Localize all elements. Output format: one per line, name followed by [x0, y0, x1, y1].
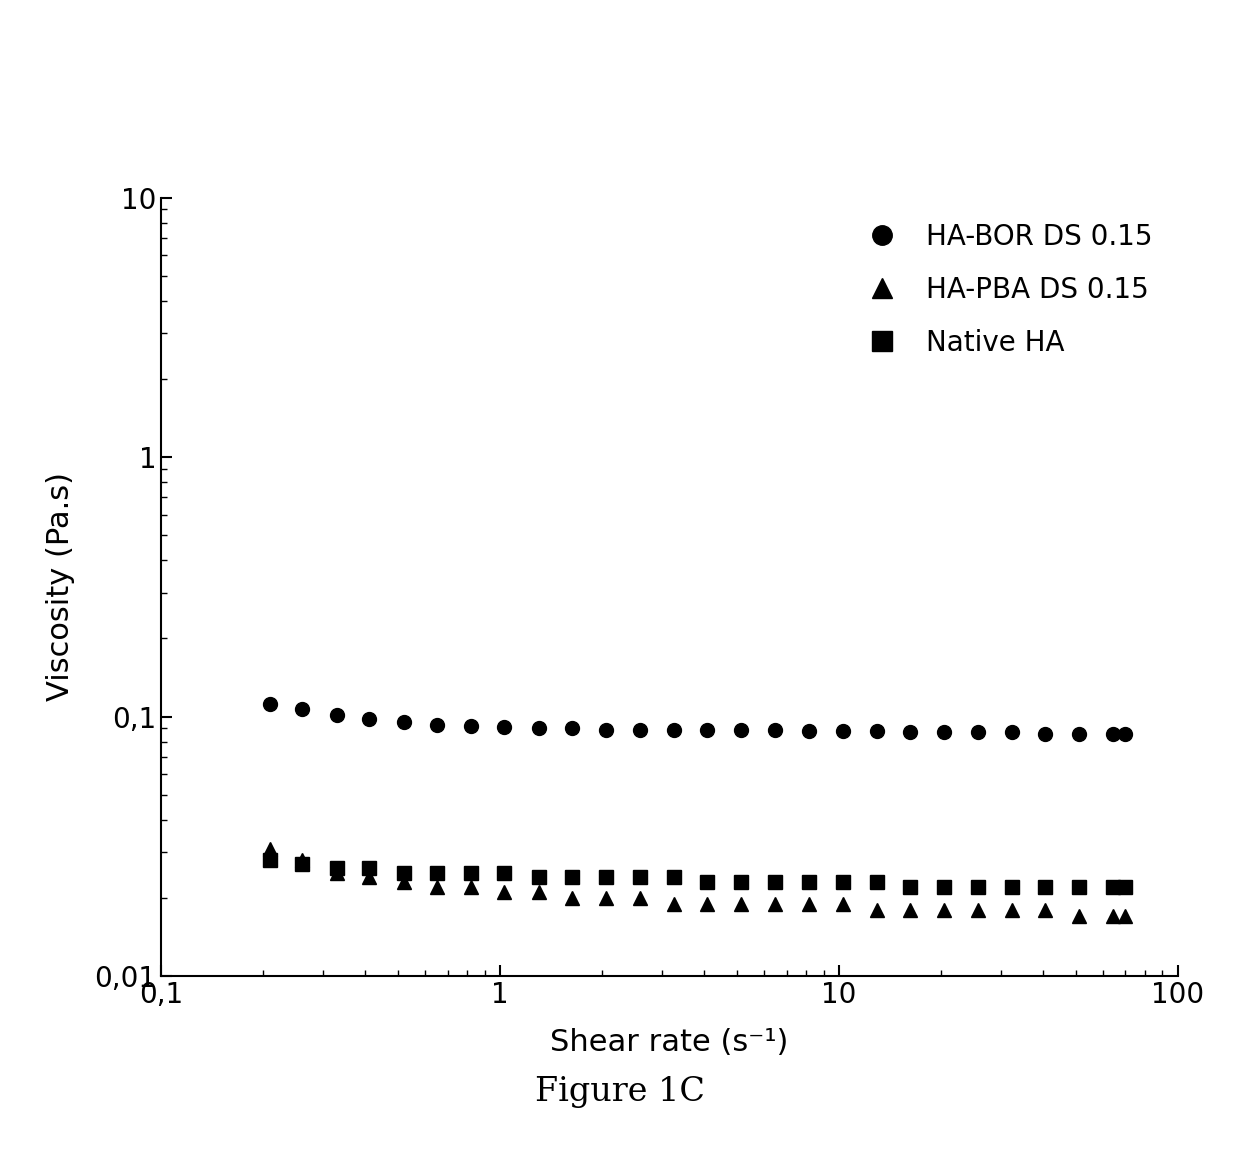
- HA-PBA DS 0.15: [734, 897, 749, 911]
- HA-BOR DS 0.15: [1106, 726, 1121, 740]
- HA-PBA DS 0.15: [971, 903, 986, 917]
- HA-BOR DS 0.15: [599, 723, 614, 737]
- Native HA: [361, 861, 376, 875]
- HA-PBA DS 0.15: [632, 891, 647, 905]
- HA-BOR DS 0.15: [869, 724, 884, 738]
- Native HA: [701, 875, 715, 889]
- Native HA: [768, 875, 782, 889]
- Native HA: [1106, 881, 1121, 895]
- Native HA: [263, 853, 278, 867]
- HA-PBA DS 0.15: [294, 853, 309, 867]
- Native HA: [903, 881, 918, 895]
- HA-PBA DS 0.15: [1038, 903, 1053, 917]
- Native HA: [1038, 881, 1053, 895]
- Legend: HA-BOR DS 0.15, HA-PBA DS 0.15, Native HA: HA-BOR DS 0.15, HA-PBA DS 0.15, Native H…: [843, 211, 1164, 367]
- HA-PBA DS 0.15: [531, 885, 546, 899]
- HA-PBA DS 0.15: [497, 885, 512, 899]
- Native HA: [632, 870, 647, 884]
- HA-PBA DS 0.15: [1106, 910, 1121, 924]
- HA-PBA DS 0.15: [1118, 910, 1133, 924]
- HA-BOR DS 0.15: [497, 720, 512, 734]
- Text: Figure 1C: Figure 1C: [536, 1076, 704, 1109]
- Y-axis label: Viscosity (Pa.s): Viscosity (Pa.s): [46, 472, 74, 702]
- HA-BOR DS 0.15: [263, 697, 278, 711]
- HA-BOR DS 0.15: [1004, 725, 1019, 739]
- HA-BOR DS 0.15: [464, 719, 479, 733]
- HA-BOR DS 0.15: [768, 723, 782, 737]
- HA-BOR DS 0.15: [397, 716, 412, 730]
- Native HA: [599, 870, 614, 884]
- HA-PBA DS 0.15: [464, 881, 479, 895]
- Native HA: [1118, 881, 1133, 895]
- HA-BOR DS 0.15: [361, 712, 376, 726]
- HA-PBA DS 0.15: [1004, 903, 1019, 917]
- HA-BOR DS 0.15: [564, 722, 579, 736]
- HA-BOR DS 0.15: [903, 725, 918, 739]
- Native HA: [497, 866, 512, 880]
- Native HA: [801, 875, 816, 889]
- Native HA: [869, 875, 884, 889]
- HA-BOR DS 0.15: [836, 724, 851, 738]
- HA-BOR DS 0.15: [294, 702, 309, 716]
- Native HA: [666, 870, 681, 884]
- HA-BOR DS 0.15: [632, 723, 647, 737]
- HA-PBA DS 0.15: [936, 903, 951, 917]
- HA-PBA DS 0.15: [263, 841, 278, 855]
- HA-BOR DS 0.15: [531, 722, 546, 736]
- HA-PBA DS 0.15: [564, 891, 579, 905]
- HA-BOR DS 0.15: [936, 725, 951, 739]
- Line: HA-PBA DS 0.15: HA-PBA DS 0.15: [263, 841, 1132, 924]
- HA-PBA DS 0.15: [701, 897, 715, 911]
- Native HA: [734, 875, 749, 889]
- Native HA: [397, 866, 412, 880]
- Native HA: [531, 870, 546, 884]
- HA-PBA DS 0.15: [666, 897, 681, 911]
- HA-PBA DS 0.15: [801, 897, 816, 911]
- HA-PBA DS 0.15: [869, 903, 884, 917]
- HA-BOR DS 0.15: [1118, 726, 1133, 740]
- HA-BOR DS 0.15: [971, 725, 986, 739]
- X-axis label: Shear rate (s⁻¹): Shear rate (s⁻¹): [551, 1028, 789, 1057]
- HA-PBA DS 0.15: [1071, 910, 1086, 924]
- HA-PBA DS 0.15: [836, 897, 851, 911]
- HA-PBA DS 0.15: [903, 903, 918, 917]
- HA-BOR DS 0.15: [801, 724, 816, 738]
- HA-BOR DS 0.15: [429, 718, 444, 732]
- HA-PBA DS 0.15: [429, 881, 444, 895]
- Native HA: [936, 881, 951, 895]
- Native HA: [564, 870, 579, 884]
- Native HA: [1071, 881, 1086, 895]
- Native HA: [1004, 881, 1019, 895]
- HA-PBA DS 0.15: [397, 875, 412, 889]
- HA-BOR DS 0.15: [330, 709, 345, 723]
- HA-PBA DS 0.15: [768, 897, 782, 911]
- Line: Native HA: Native HA: [263, 853, 1132, 895]
- HA-BOR DS 0.15: [666, 723, 681, 737]
- HA-PBA DS 0.15: [330, 866, 345, 880]
- Native HA: [294, 858, 309, 872]
- HA-BOR DS 0.15: [734, 723, 749, 737]
- Native HA: [464, 866, 479, 880]
- Native HA: [836, 875, 851, 889]
- Native HA: [330, 861, 345, 875]
- Native HA: [429, 866, 444, 880]
- HA-PBA DS 0.15: [599, 891, 614, 905]
- HA-BOR DS 0.15: [701, 723, 715, 737]
- HA-BOR DS 0.15: [1071, 726, 1086, 740]
- Native HA: [971, 881, 986, 895]
- HA-BOR DS 0.15: [1038, 726, 1053, 740]
- Line: HA-BOR DS 0.15: HA-BOR DS 0.15: [263, 697, 1132, 740]
- HA-PBA DS 0.15: [361, 870, 376, 884]
